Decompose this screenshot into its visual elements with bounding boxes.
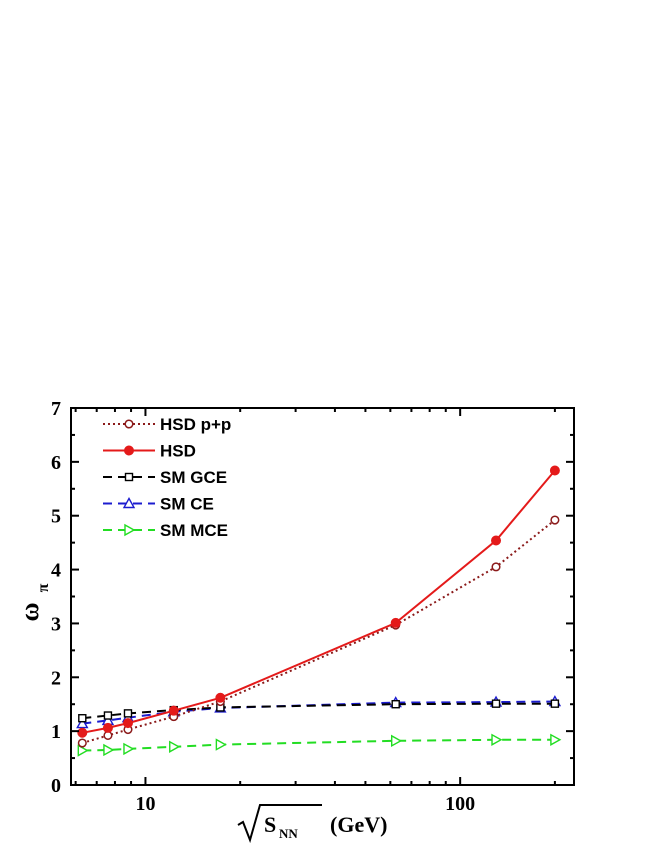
data-point-sm-mce — [550, 733, 562, 746]
legend-entry-sm-mce: SM MCE — [103, 521, 228, 540]
marks-layer — [76, 465, 562, 757]
legend-entry-hsd-p-p: HSD p+p — [103, 415, 231, 434]
y-axis-title-main: ω — [15, 602, 44, 621]
data-point-sm-ce — [76, 717, 89, 729]
y-tick-label: 2 — [51, 667, 61, 689]
data-point-hsd-p-p — [550, 515, 560, 525]
data-point-sm-gce — [123, 709, 133, 718]
data-point-hsd — [549, 465, 560, 476]
data-point-sm-mce — [103, 743, 115, 757]
data-point-hsd — [491, 535, 502, 546]
legend-marker — [124, 472, 134, 482]
data-point-sm-gce — [550, 699, 560, 708]
series-hsd — [77, 465, 560, 738]
series-line-hsd-p-p — [82, 519, 556, 744]
plot-frame — [70, 407, 575, 786]
data-point-hsd — [122, 718, 133, 729]
data-point-sm-mce — [491, 733, 503, 746]
legend-label: SM MCE — [160, 521, 228, 540]
x-tick-label: 10 — [135, 793, 155, 815]
data-point-sm-gce — [78, 714, 87, 723]
x-axis-title-unit: (GeV) — [330, 812, 387, 837]
data-point-sm-gce — [391, 700, 400, 709]
data-point-hsd — [215, 692, 226, 703]
series-line-sm-gce — [82, 702, 555, 720]
data-point-sm-mce — [391, 734, 403, 748]
y-tick-label: 0 — [51, 775, 61, 797]
x-axis-title-sub: NN — [279, 826, 298, 841]
legend-marker — [124, 523, 136, 537]
ticks-layer: 0 1 2 3 4 5 6 7 10 100 — [51, 398, 574, 815]
y-tick-label: 5 — [51, 506, 61, 528]
legend-label: SM GCE — [160, 468, 227, 487]
legend-marker — [124, 445, 134, 456]
legend-label: SM CE — [160, 495, 214, 514]
data-point-hsd — [390, 617, 401, 628]
y-tick-label: 1 — [51, 721, 61, 743]
data-point-sm-gce — [103, 711, 113, 720]
y-tick-label: 3 — [51, 613, 61, 635]
legend-entry-sm-ce: SM CE — [103, 495, 214, 514]
series-line-sm-ce — [82, 700, 555, 725]
y-tick-label: 4 — [51, 560, 61, 582]
data-point-sm-mce — [77, 744, 89, 757]
legend-label: HSD — [160, 442, 196, 461]
data-point-sm-mce — [123, 742, 135, 756]
data-point-sm-mce — [169, 740, 181, 753]
sqrt-sign — [237, 804, 322, 844]
y-tick-label: 7 — [51, 398, 61, 420]
data-point-hsd-p-p — [491, 562, 501, 572]
y-axis-title-sub: π — [35, 583, 52, 592]
data-point-hsd-p-p — [77, 738, 87, 748]
data-point-hsd — [77, 727, 88, 738]
data-point-sm-gce — [491, 699, 501, 708]
y-axis-title: ω π — [15, 583, 52, 621]
data-point-hsd — [102, 722, 113, 733]
x-axis-title: S NN (GeV) — [237, 804, 387, 844]
data-point-hsd — [168, 705, 179, 716]
data-point-sm-mce — [215, 738, 227, 751]
legend-entry-hsd: HSD — [103, 442, 196, 461]
legend-marker — [124, 419, 134, 429]
x-tick-label: 100 — [445, 793, 475, 815]
x-axis-title-letter: S — [264, 812, 276, 837]
series-line-hsd — [82, 469, 556, 734]
legend-label: HSD p+p — [160, 415, 231, 434]
series-sm-gce — [78, 699, 560, 723]
y-tick-label: 6 — [51, 452, 61, 474]
legend-layer: HSD p+p HSD SM GCE SM CE SM MCE — [103, 415, 231, 540]
series-sm-mce — [77, 733, 562, 757]
series-line-sm-mce — [82, 738, 555, 752]
legend-marker — [122, 497, 136, 509]
legend-entry-sm-gce: SM GCE — [103, 468, 227, 487]
